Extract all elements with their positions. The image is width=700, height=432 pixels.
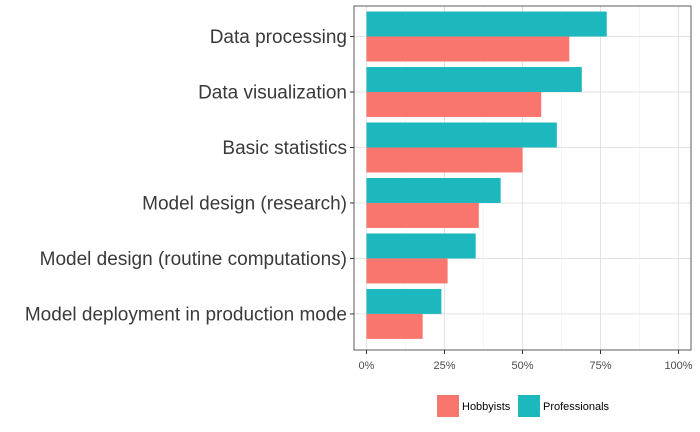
x-tick-label: 100%: [664, 360, 692, 372]
legend-label: Professionals: [543, 401, 610, 413]
legend-label: Hobbyists: [462, 401, 511, 413]
category-label: Data visualization: [198, 83, 347, 104]
bar-hobbyists: [366, 147, 523, 173]
x-tick-label: 0%: [359, 360, 375, 372]
x-tick-label: 50%: [511, 360, 533, 372]
legend-key: [437, 395, 459, 417]
bar-hobbyists: [366, 36, 570, 62]
x-tick-label: 25%: [433, 360, 455, 372]
bar-professionals: [366, 122, 557, 148]
bar-hobbyists: [366, 313, 423, 339]
x-tick-label: 75%: [589, 360, 611, 372]
bars: [366, 11, 607, 339]
category-label: Model deployment in production mode: [25, 304, 347, 325]
bar-professionals: [366, 178, 501, 203]
bar-hobbyists: [366, 202, 479, 228]
category-label: Basic statistics: [222, 138, 347, 159]
legend-key: [518, 395, 540, 417]
category-label: Model design (research): [142, 193, 347, 214]
category-label: Data processing: [210, 27, 347, 48]
category-label: Model design (routine computations): [40, 249, 347, 270]
x-axis: 0% 25% 50% 75% 100%: [359, 350, 693, 372]
y-axis: Data processing Data visualization Basic s…: [25, 27, 354, 325]
bar-professionals: [366, 288, 442, 314]
legend: Hobbyists Professionals: [437, 395, 610, 417]
bar-professionals: [366, 233, 476, 259]
bar-professionals: [366, 11, 607, 37]
bar-hobbyists: [366, 258, 448, 284]
bar-hobbyists: [366, 92, 542, 117]
bar-professionals: [366, 67, 582, 92]
